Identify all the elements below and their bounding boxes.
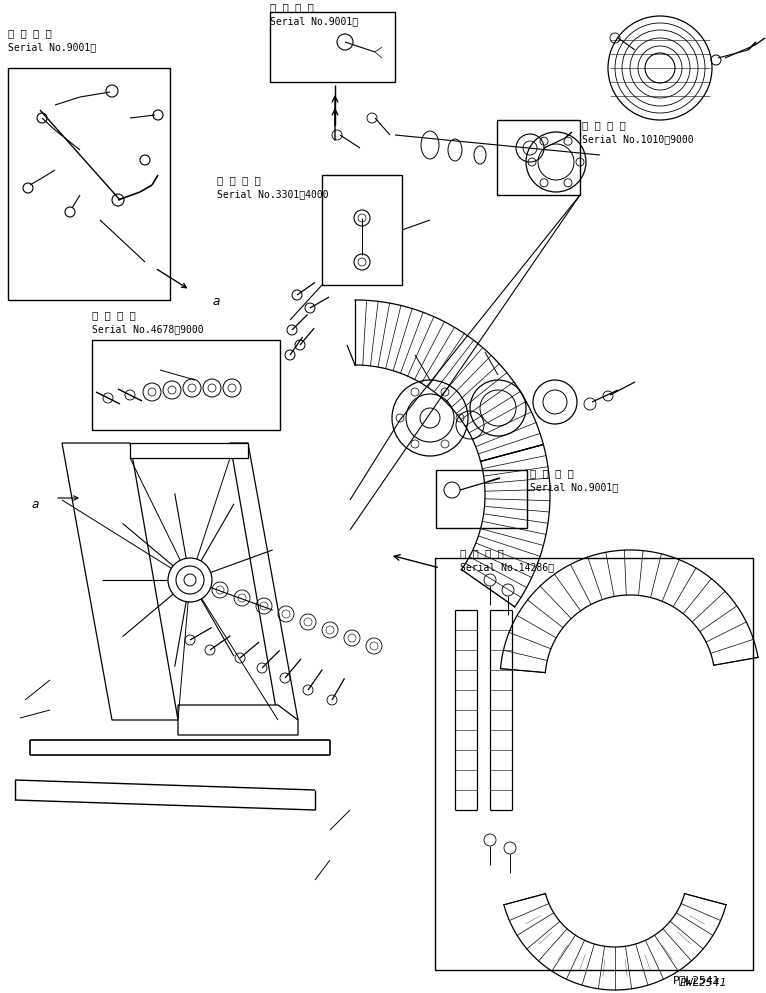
Bar: [322, 175, 402, 285]
Text: 適 用 号 機: 適 用 号 機: [8, 28, 52, 38]
Text: Serial No.14286～: Serial No.14286～: [460, 562, 554, 572]
Circle shape: [168, 558, 212, 602]
Bar: [270, 12, 395, 82]
Text: a: a: [32, 498, 40, 511]
Text: Serial No.9001～: Serial No.9001～: [530, 482, 618, 492]
Bar: [436, 470, 527, 528]
Text: 適 用 号 機: 適 用 号 機: [582, 120, 626, 130]
Text: PWL2541: PWL2541: [680, 978, 727, 988]
Polygon shape: [130, 443, 248, 458]
Text: 適 用 号 機: 適 用 号 機: [270, 2, 314, 12]
Text: 適 用 号 機: 適 用 号 機: [530, 468, 574, 478]
Text: Serial No.3301～4000: Serial No.3301～4000: [217, 189, 329, 199]
Text: 適 用 号 機: 適 用 号 機: [217, 175, 260, 185]
Polygon shape: [178, 705, 298, 735]
Text: Serial No.1010～9000: Serial No.1010～9000: [582, 134, 694, 144]
Polygon shape: [230, 443, 298, 720]
Bar: [435, 558, 753, 970]
Text: 適 用 号 機: 適 用 号 機: [460, 548, 504, 558]
Text: Serial No.4678～9000: Serial No.4678～9000: [92, 324, 204, 334]
Text: a: a: [213, 295, 221, 308]
Text: 適 用 号 機: 適 用 号 機: [92, 310, 136, 320]
Text: Serial No.9001～: Serial No.9001～: [270, 16, 358, 26]
Bar: [92, 340, 280, 430]
Bar: [8, 68, 170, 300]
Text: Serial No.9001～: Serial No.9001～: [8, 42, 96, 52]
Bar: [497, 120, 580, 195]
Polygon shape: [62, 443, 178, 720]
Text: PⅡL2541: PⅡL2541: [673, 975, 720, 985]
